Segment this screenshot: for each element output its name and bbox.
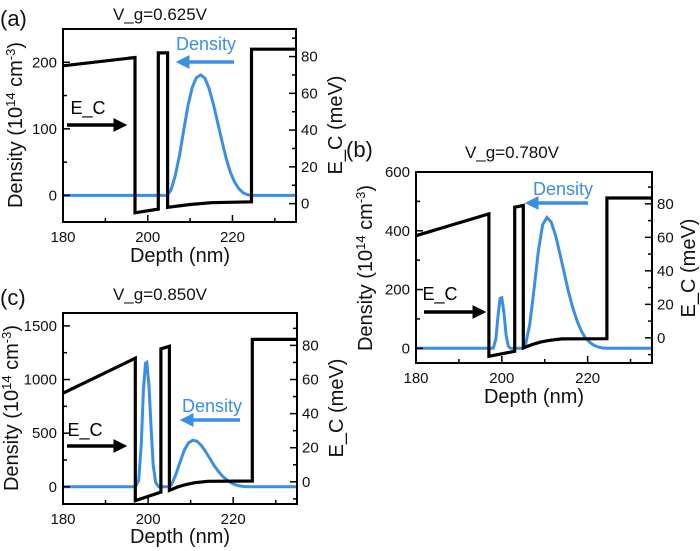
panel-label: (a) bbox=[0, 6, 27, 31]
y2-tick-label: 40 bbox=[302, 406, 319, 423]
ec-series-line bbox=[63, 337, 297, 503]
y-tick-label: 1000 bbox=[24, 372, 57, 389]
y2-tick-label: 0 bbox=[301, 196, 309, 213]
ec-annotation: E_C bbox=[422, 284, 457, 305]
y2-axis-label: E_C (meV) bbox=[326, 359, 348, 458]
y-tick-label: 0 bbox=[49, 187, 57, 204]
y-tick-label: 0 bbox=[49, 479, 57, 496]
panel-label: (c) bbox=[0, 285, 26, 310]
x-axis-label: Depth (nm) bbox=[130, 526, 230, 548]
panel-b: 180 200 220 0 200 400 600 0 20 40 60 80 (b) V_g=0.780… bbox=[346, 137, 700, 408]
y2-tick-label: 60 bbox=[301, 85, 318, 102]
density-annotation: Density bbox=[176, 34, 236, 54]
y2-axis-label: E_C (meV) bbox=[325, 76, 347, 175]
x-tick-label: 200 bbox=[489, 370, 514, 387]
density-series-line bbox=[63, 73, 296, 197]
y-axis-label: Density (1014​ cm-3​) bbox=[353, 185, 378, 351]
panel-a: 180 200 220 0 100 200 0 20 40 60 80 (a) V_g=0.625V De… bbox=[0, 5, 347, 267]
x-tick-label: 200 bbox=[135, 229, 160, 246]
y-tick-label: 0 bbox=[402, 340, 410, 357]
y2-tick-label: 20 bbox=[301, 159, 318, 176]
panel-c: 180 200 220 0 500 1000 1500 0 20 40 60 80 (c) V_g=0.8… bbox=[0, 285, 348, 548]
x-tick-label: 220 bbox=[220, 229, 245, 246]
ec-series-line bbox=[416, 196, 652, 359]
y2-tick-label: 40 bbox=[657, 263, 674, 280]
y2-tick-label: 0 bbox=[302, 474, 310, 491]
x-axis-label: Depth (nm) bbox=[484, 386, 584, 408]
panel-title: V_g=0.850V bbox=[113, 285, 208, 304]
y2-tick-label: 20 bbox=[302, 440, 319, 457]
y-axis-label: Density (1014​ cm-3​) bbox=[3, 42, 28, 208]
y-tick-label: 1500 bbox=[24, 318, 57, 335]
x-tick-label: 180 bbox=[50, 511, 75, 528]
density-series-line bbox=[416, 215, 652, 350]
x-tick-label: 220 bbox=[221, 511, 246, 528]
y2-tick-label: 80 bbox=[301, 49, 318, 66]
density-annotation: Density bbox=[182, 396, 242, 416]
y-tick-label: 500 bbox=[32, 425, 57, 442]
plot-frame bbox=[415, 171, 653, 364]
panel-title: V_g=0.780V bbox=[465, 143, 560, 162]
y-tick-label: 200 bbox=[32, 54, 57, 71]
y-tick-label: 200 bbox=[385, 282, 410, 299]
y2-tick-label: 60 bbox=[302, 372, 319, 389]
x-tick-label: 180 bbox=[403, 370, 428, 387]
plot-frame bbox=[62, 312, 298, 505]
y-tick-label: 100 bbox=[32, 121, 57, 138]
y-axis-label: Density (1014​ cm-3​) bbox=[0, 325, 23, 491]
panel-label: (b) bbox=[346, 137, 373, 162]
x-tick-label: 200 bbox=[136, 511, 161, 528]
panel-title: V_g=0.625V bbox=[113, 5, 208, 24]
y2-tick-label: 0 bbox=[657, 330, 665, 347]
x-tick-label: 180 bbox=[50, 229, 75, 246]
density-series-line bbox=[63, 359, 297, 489]
y-tick-label: 400 bbox=[385, 223, 410, 240]
x-axis-label: Depth (nm) bbox=[130, 245, 230, 267]
y2-tick-label: 80 bbox=[302, 337, 319, 354]
y2-tick-label: 60 bbox=[657, 229, 674, 246]
y-tick-label: 600 bbox=[385, 164, 410, 181]
ec-series-line bbox=[63, 47, 296, 215]
y2-axis-label: E_C (meV) bbox=[678, 219, 700, 318]
ec-annotation: E_C bbox=[67, 420, 102, 441]
y2-tick-label: 40 bbox=[301, 122, 318, 139]
x-tick-label: 220 bbox=[575, 370, 600, 387]
density-annotation: Density bbox=[533, 179, 593, 199]
ec-annotation: E_C bbox=[70, 98, 105, 119]
plot-frame bbox=[62, 28, 297, 223]
y2-tick-label: 20 bbox=[657, 296, 674, 313]
y2-tick-label: 80 bbox=[657, 196, 674, 213]
